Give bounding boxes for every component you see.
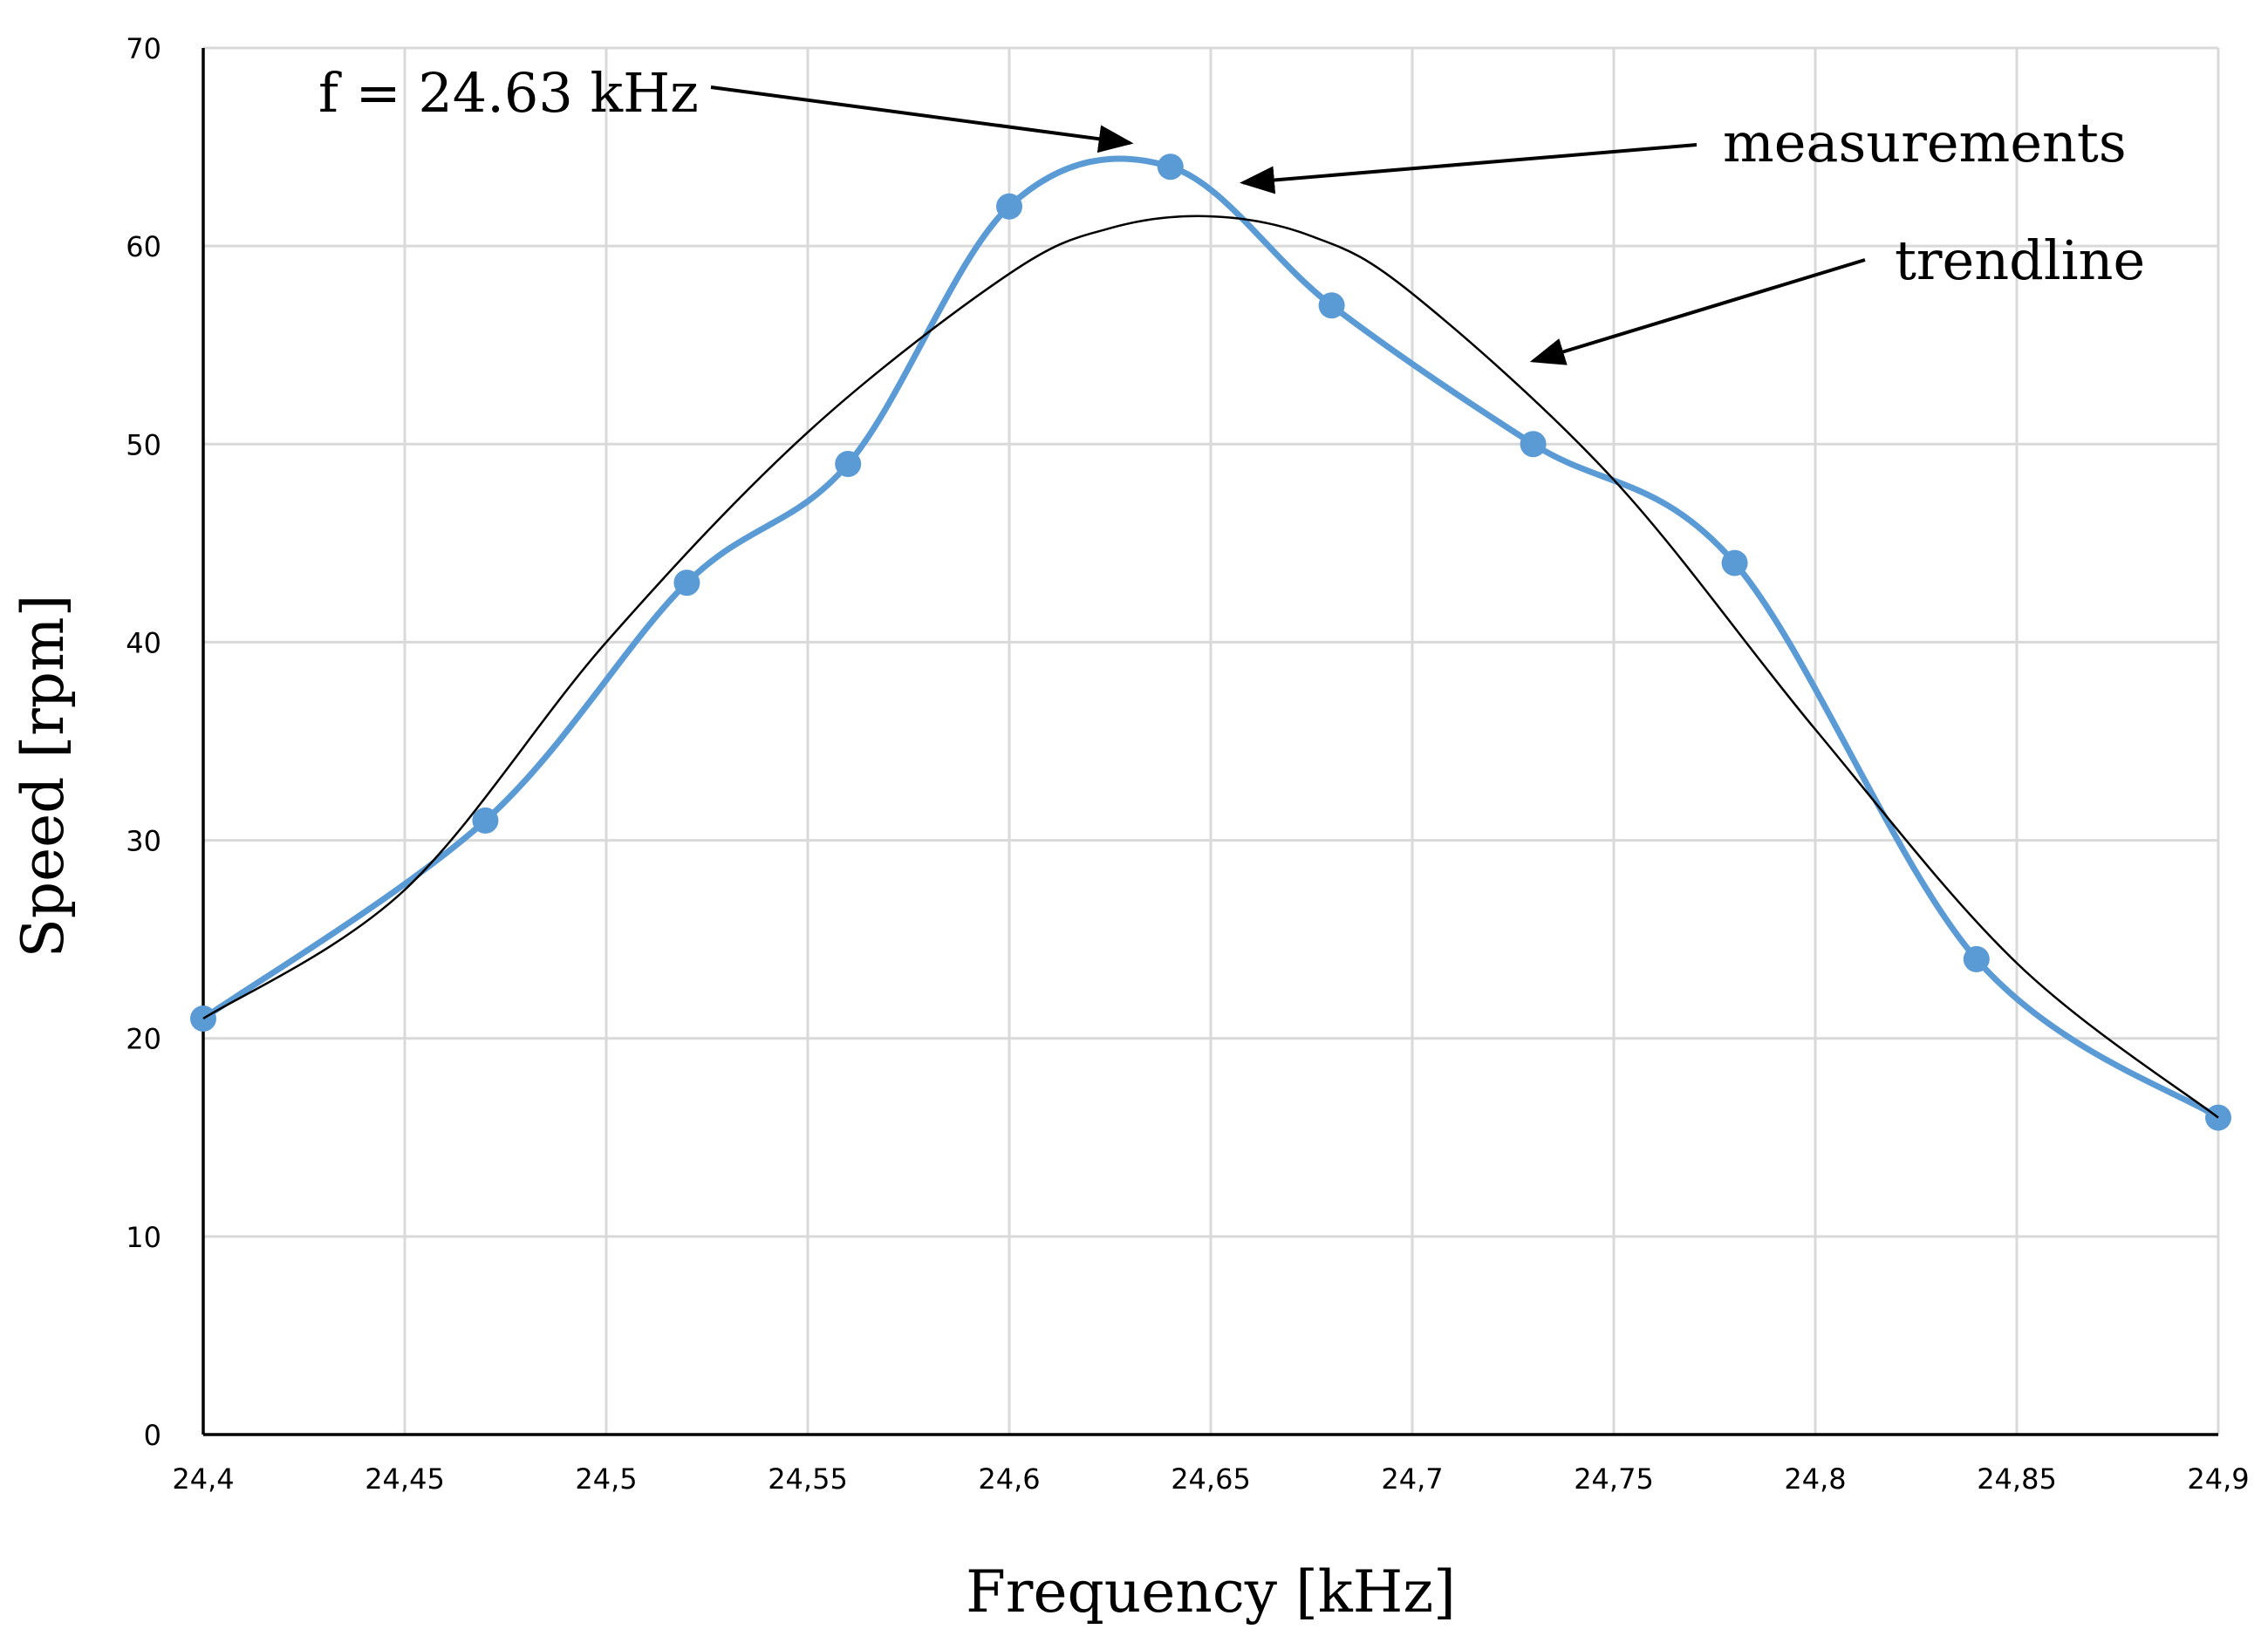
y-tick-labels: 0 10 20 30 40 50 60 70	[126, 32, 161, 1452]
trendline-curve	[202, 215, 2219, 1119]
measurement-point	[472, 807, 499, 834]
measurement-point	[1963, 945, 1990, 972]
measurement-point	[996, 193, 1022, 220]
x-tick-label: 24,8	[1784, 1462, 1846, 1496]
measurement-point	[673, 569, 700, 596]
x-tick-label: 24,7	[1381, 1462, 1443, 1496]
measurement-point	[1520, 431, 1547, 458]
x-tick-labels: 24,4 24,45 24,5 24,55 24,6 24,65 24,7 24,75 24,8…	[172, 1462, 2249, 1496]
frequency-annotation-label: f = 24.63 kHz	[318, 61, 699, 125]
x-tick-label: 24,75	[1574, 1462, 1654, 1496]
measurements-annotation-arrow	[1239, 143, 1698, 194]
x-tick-label: 24,55	[768, 1462, 848, 1496]
x-tick-label: 24,65	[1171, 1462, 1251, 1496]
y-tick-label: 70	[126, 32, 161, 65]
x-tick-label: 24,9	[2187, 1462, 2249, 1496]
y-tick-label: 50	[126, 428, 161, 461]
axes	[202, 48, 2218, 1436]
y-tick-label: 0	[144, 1419, 161, 1452]
measurement-point	[1318, 292, 1345, 319]
annotations: f = 24.63 kHz measurements trendline	[318, 61, 2145, 365]
measurement-point	[1721, 549, 1748, 576]
y-tick-label: 60	[126, 230, 161, 263]
x-tick-label: 24,6	[978, 1462, 1040, 1496]
series	[190, 153, 2231, 1131]
x-tick-label: 24,5	[575, 1462, 637, 1496]
x-axis-title: Frequency [kHz]	[966, 1558, 1456, 1626]
x-tick-label: 24,45	[365, 1462, 445, 1496]
trendline-annotation-arrow	[1529, 258, 1866, 365]
frequency-annotation-arrow	[710, 85, 1134, 153]
measurement-point	[1157, 153, 1184, 181]
x-tick-label: 24,85	[1977, 1462, 2057, 1496]
y-tick-label: 30	[126, 825, 161, 858]
y-tick-label: 20	[126, 1023, 161, 1056]
gridlines	[203, 46, 2220, 1435]
y-tick-label: 10	[126, 1221, 161, 1254]
x-tick-label: 24,4	[172, 1462, 234, 1496]
y-axis-title: Speed [rpm]	[10, 595, 77, 958]
trendline-annotation-label: trendline	[1895, 228, 2145, 292]
measurements-annotation-label: measurements	[1723, 111, 2127, 174]
measurement-point	[835, 451, 862, 477]
y-tick-label: 40	[126, 626, 161, 659]
